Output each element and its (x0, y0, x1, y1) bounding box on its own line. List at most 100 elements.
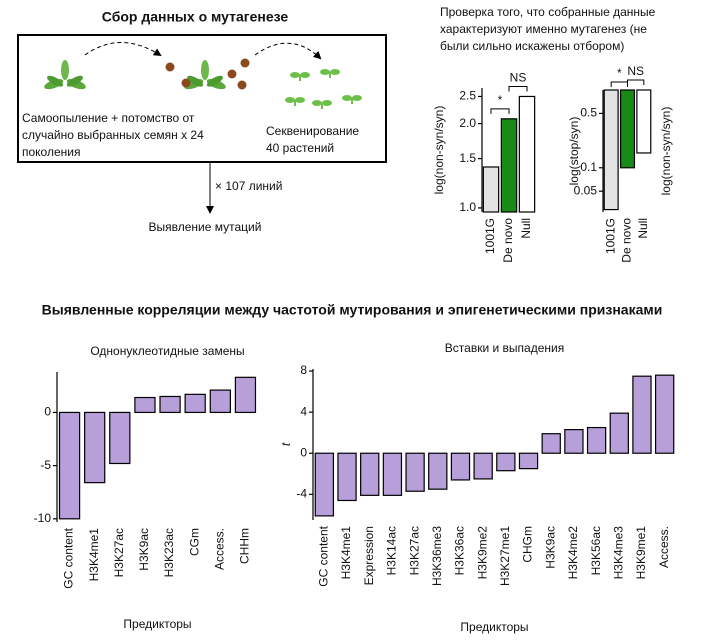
bar (159, 395, 181, 414)
bar (619, 89, 636, 169)
bar (84, 411, 106, 484)
seed (181, 78, 191, 88)
seed (165, 62, 175, 72)
chart-title: Однонуклеотидные замены (90, 344, 244, 358)
result-text: Выявление мутаций (149, 220, 262, 234)
diagram-text: случайно выбранных семян x 24 (22, 128, 204, 142)
bar (500, 118, 518, 213)
arrow (254, 42, 322, 60)
y-tick-label: 0.1 (580, 160, 597, 174)
x-tick-label: H3K9ac (137, 528, 151, 571)
bar (314, 452, 335, 517)
y-tick-label: 0 (300, 445, 307, 459)
bar (541, 433, 561, 454)
x-tick-label: Access. (212, 528, 226, 570)
bar (632, 375, 652, 454)
x-tick-label: GC content (317, 525, 331, 586)
bar (518, 452, 539, 470)
y-tick-label: 0.05 (574, 183, 598, 197)
bracket (610, 81, 628, 87)
plant-icon (182, 60, 228, 92)
bar (518, 95, 536, 213)
bar (109, 411, 131, 465)
diagram-text: Секвенирование (266, 124, 359, 138)
bar (636, 89, 652, 154)
bar (360, 452, 380, 496)
bar (482, 166, 500, 213)
y-tick-label: 4 (300, 404, 307, 418)
y-tick-label: 0.5 (580, 106, 597, 120)
x-tick-label: H3K36me3 (430, 526, 444, 586)
x-tick-label: H3K4me1 (87, 528, 101, 582)
diagram-box (17, 34, 387, 163)
x-axis-label: Предикторы (123, 617, 191, 631)
seed (227, 69, 237, 79)
x-tick-label: Null (519, 218, 533, 239)
section-title: Выявленные корреляции между частотой мут… (42, 302, 663, 318)
bar (450, 452, 471, 481)
bar (428, 452, 448, 490)
bar (58, 411, 81, 520)
x-tick-label: CHGm (521, 526, 535, 563)
sprout-icon (284, 96, 306, 107)
diagram-text: Самоопыление + потомство от (22, 111, 195, 125)
x-tick-label: H3K9me2 (475, 526, 489, 580)
x-tick-label: H3K56ac (589, 526, 603, 575)
diagram-text: 40 растений (266, 141, 334, 155)
x-tick-label: GC content (62, 527, 76, 588)
check-text: Проверка того, что собранные данные (440, 5, 656, 19)
x-tick-label: H3K4me3 (611, 526, 625, 580)
bar (209, 389, 231, 414)
bar (496, 452, 516, 472)
sprout-icon (289, 71, 311, 82)
x-tick-label: De novo (620, 218, 634, 263)
bar (586, 426, 607, 454)
diagram-text: поколения (22, 145, 80, 159)
x-tick-label: H3K9me1 (634, 526, 648, 580)
y-axis-label: log(non-syn/syn) (432, 106, 446, 195)
y-tick-label: 1.5 (459, 151, 476, 165)
y-tick-label: 8 (300, 363, 307, 377)
x-tick-label: Expression (362, 526, 376, 585)
bar (603, 89, 619, 211)
x-tick-label: H3K9ac (543, 526, 557, 569)
x-tick-label: 1001G (483, 218, 497, 254)
x-tick-label: H3K14ac (385, 526, 399, 575)
bar (473, 452, 493, 480)
y-tick-label: 2.0 (459, 116, 476, 130)
x-tick-label: H3K27me1 (498, 526, 512, 586)
x-tick-label: Null (636, 218, 650, 239)
bar (609, 412, 629, 454)
sprout-icon (319, 68, 341, 79)
seed (237, 80, 247, 90)
annotation: * (617, 66, 622, 80)
chart-title: Вставки и выпадения (445, 341, 564, 355)
y-axis-label: log(stop/syn) (567, 117, 581, 186)
y-tick-label: -4 (296, 486, 307, 500)
bracket (490, 108, 510, 114)
y-tick-label: 1.0 (459, 200, 476, 214)
x-tick-label: H3K27ac (112, 528, 126, 577)
bar (337, 452, 357, 502)
x-tick-label: H3K27ac (407, 526, 421, 575)
bracket (627, 79, 645, 85)
seed (240, 58, 250, 68)
bracket (508, 85, 528, 92)
check-text: были сильно искажены отбором) (440, 39, 624, 53)
bar (654, 374, 675, 454)
bar (184, 393, 206, 414)
arrow (84, 42, 162, 57)
bar (382, 452, 403, 496)
x-tick-label: H3K4me2 (566, 526, 580, 580)
annotation: * (498, 93, 503, 107)
bar (405, 452, 425, 492)
annotation: NS (627, 64, 644, 78)
y2-axis-label: log(non-syn/syn) (659, 107, 673, 196)
bar (134, 396, 156, 414)
y-tick-label: -10 (34, 511, 52, 525)
sprout-icon (311, 99, 333, 110)
y-axis-label: t (279, 442, 293, 446)
y-tick-label: 2.5 (459, 89, 476, 103)
